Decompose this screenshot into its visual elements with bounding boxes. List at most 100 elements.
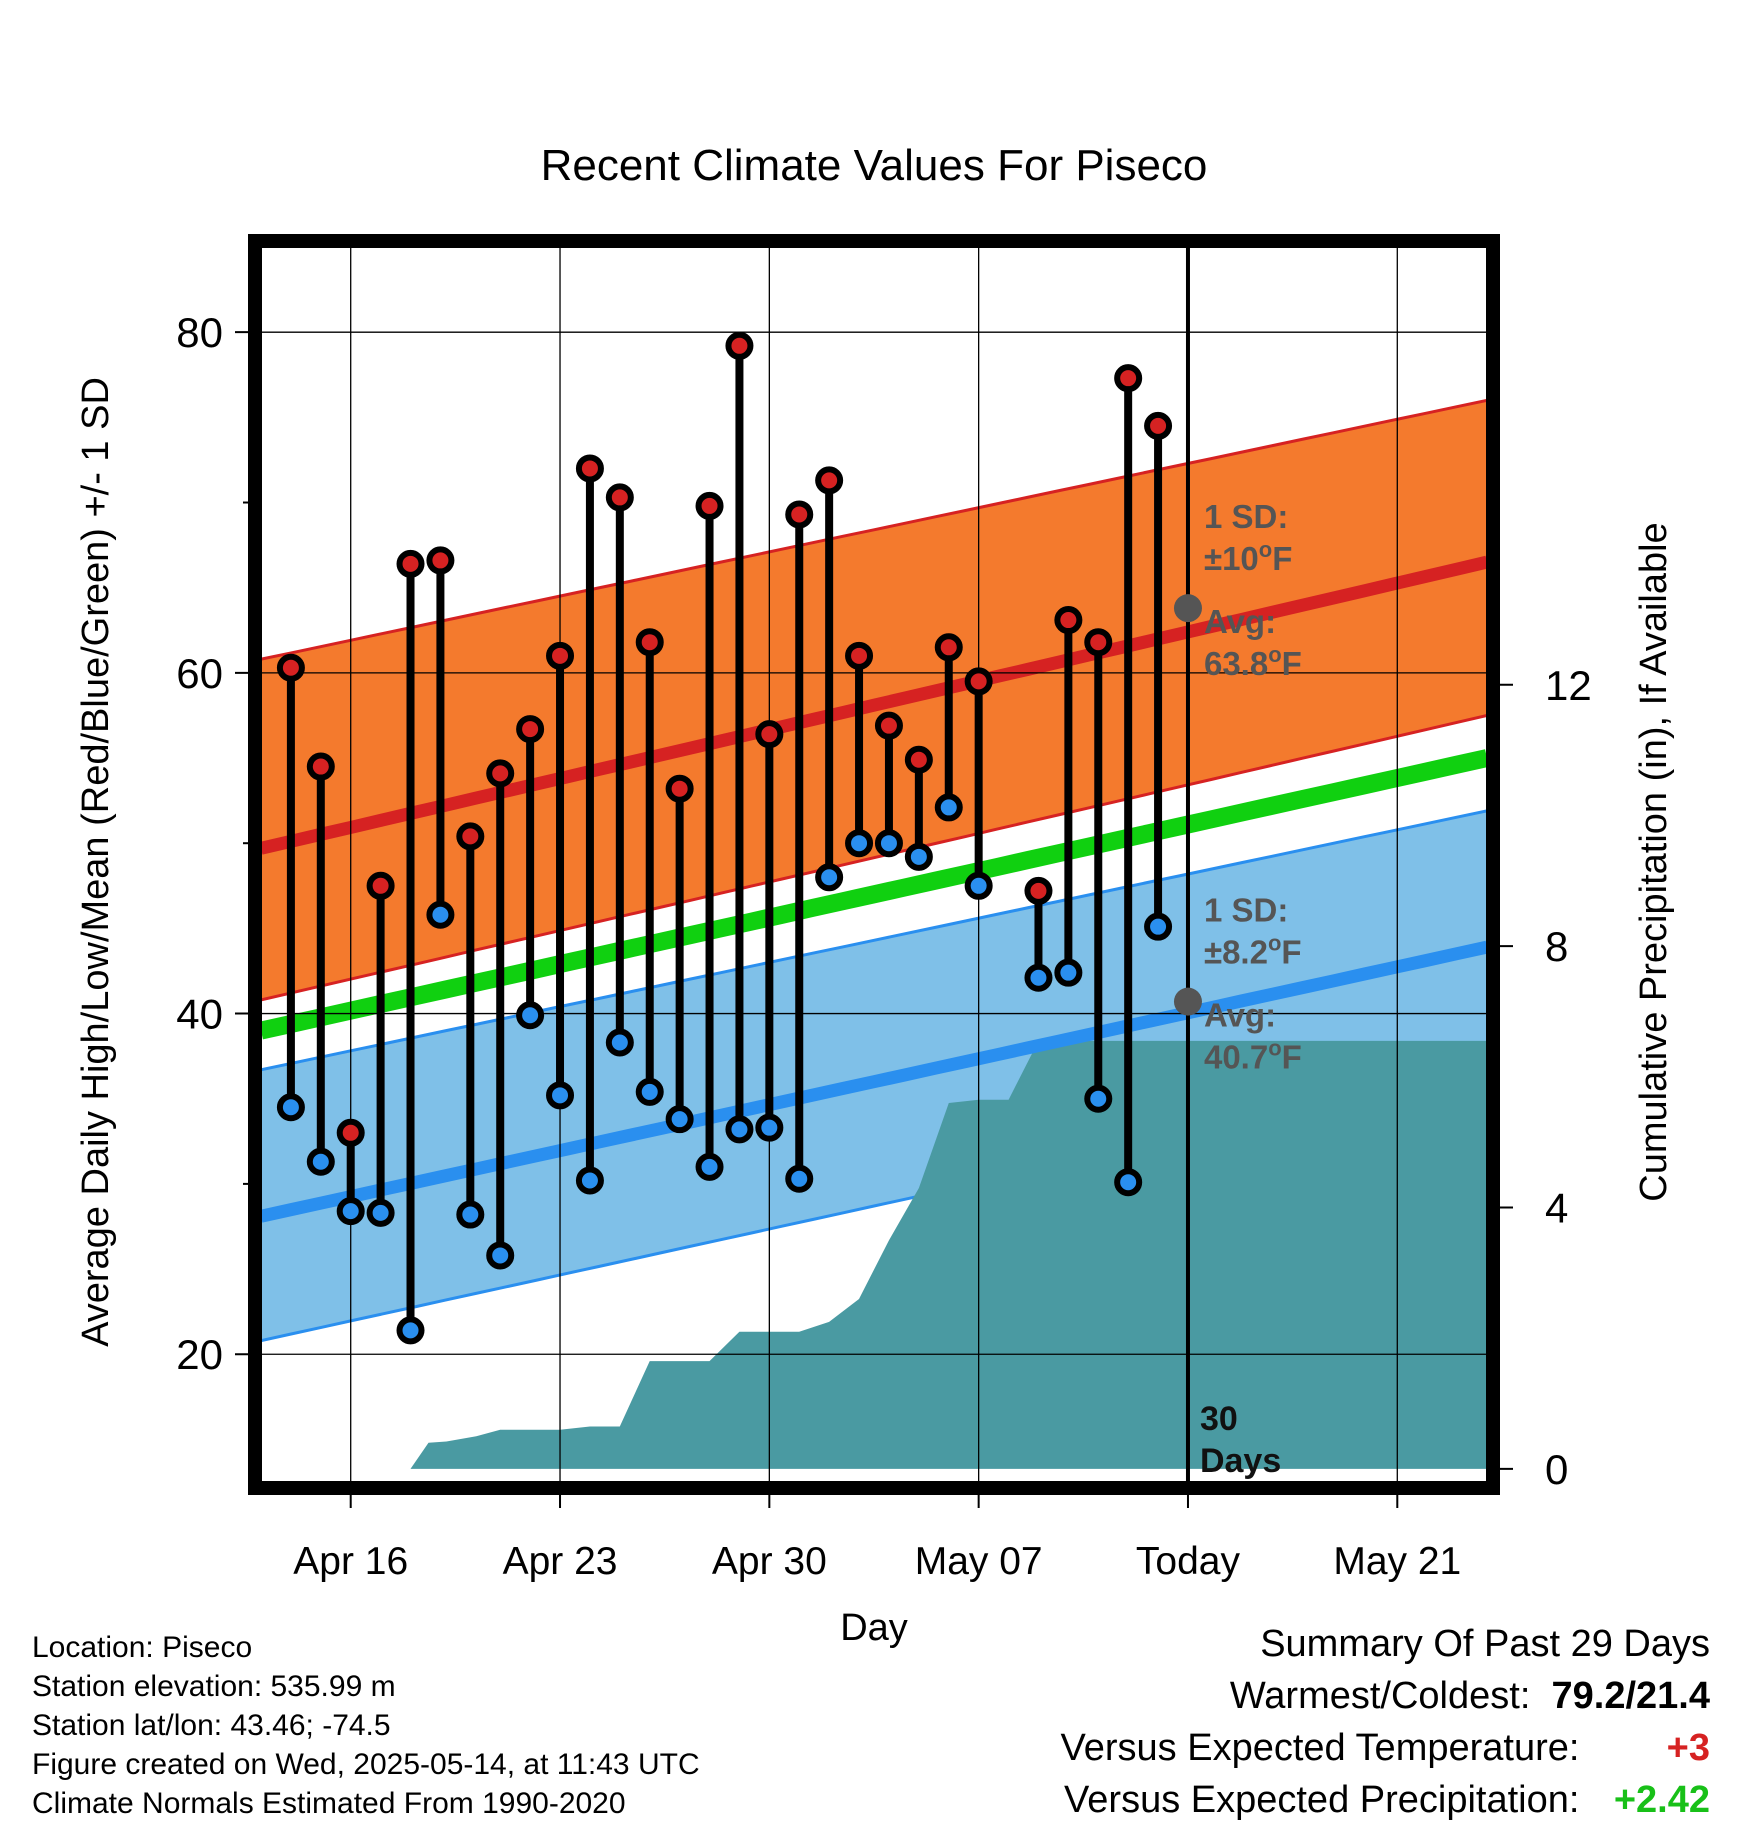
y2-tick-label: 8 [1545,923,1568,970]
high-avg-label: Avg: [1204,603,1276,640]
warm-cold-label: Warmest/Coldest: [1229,1675,1531,1717]
daily-high-marker [665,774,694,803]
today-days-label: Days [1200,1442,1281,1480]
daily-high-marker [546,641,575,670]
x-tick-label: Apr 16 [293,1540,408,1583]
temp-label: Versus Expected Temperature: [1060,1727,1580,1769]
daily-low-marker [575,1166,604,1195]
y2-tick-label: 0 [1545,1446,1568,1493]
created-text: Figure created on Wed, 2025-05-14, at 11… [32,1748,700,1781]
y2-tick-label: 12 [1545,662,1592,709]
daily-low-marker [845,829,874,858]
y-tick-label: 40 [176,991,223,1038]
mean-normal-line [261,749,1487,1040]
daily-high-marker [874,711,903,740]
daily-high-marker [1084,628,1113,657]
high-avg-value: 63.8oF [1204,642,1302,682]
elevation-text: Station elevation: 535.99 m [32,1670,396,1703]
daily-low-marker [1054,958,1083,987]
low-avg-value: 40.7oF [1204,1036,1302,1076]
daily-high-marker [785,500,814,529]
daily-high-marker [366,871,395,900]
daily-high-marker [1114,364,1143,393]
high-sd-label: 1 SD: [1204,498,1288,535]
precip-label: Versus Expected Precipitation: [1064,1779,1580,1821]
summary-precip-row: Versus Expected Precipitation: +2.42 [1061,1774,1710,1826]
daily-low-marker [755,1113,784,1142]
daily-high-marker [755,720,784,749]
low-sd-value: ±8.2oF [1204,931,1302,971]
daily-low-marker [276,1093,305,1122]
daily-high-marker [635,628,664,657]
temp-value: +3 [1666,1727,1710,1769]
daily-low-marker [486,1241,515,1270]
daily-high-marker [815,466,844,495]
daily-high-marker [964,667,993,696]
y-tick-label: 60 [176,650,223,697]
daily-low-marker [725,1115,754,1144]
x-tick-label: Apr 30 [712,1540,827,1583]
daily-high-marker [605,483,634,512]
normals-text: Climate Normals Estimated From 1990-2020 [32,1787,626,1820]
high-avg-dot [1173,594,1202,623]
daily-low-marker [904,842,933,871]
y-axis-label: Average Daily High/Low/Mean (Red/Blue/Gr… [75,377,117,1347]
low-sd-upper-line [261,809,1487,1072]
daily-high-marker [276,653,305,682]
x-axis-label: Day [840,1607,908,1649]
daily-low-marker [1144,912,1173,941]
daily-high-marker [904,745,933,774]
low-avg-label: Avg: [1204,997,1276,1034]
x-tick-label: May 21 [1333,1540,1461,1583]
daily-low-marker [964,871,993,900]
daily-low-marker [1024,963,1053,992]
daily-high-marker [1054,606,1083,635]
daily-high-marker [486,759,515,788]
daily-low-marker [396,1316,425,1345]
high-sd-upper-line [261,398,1487,661]
summary-panel: Summary Of Past 29 Days Warmest/Coldest:… [1061,1618,1710,1826]
low-sd-label: 1 SD: [1204,892,1288,929]
daily-low-marker [815,863,844,892]
x-tick-label: Today [1136,1540,1241,1583]
daily-high-marker [306,752,335,781]
y-tick-label: 20 [176,1331,223,1378]
daily-high-marker [426,546,455,575]
y2-tick-label: 4 [1545,1185,1568,1232]
daily-high-marker [695,491,724,520]
y-tick-label: 80 [176,309,223,356]
daily-high-marker [725,331,754,360]
daily-low-marker [336,1197,365,1226]
daily-low-marker [934,793,963,822]
location-text: Location: Piseco [32,1631,253,1664]
high-normal-line [261,555,1487,855]
daily-high-marker [845,641,874,670]
daily-low-marker [1084,1084,1113,1113]
summary-temp-row: Versus Expected Temperature: +3 [1061,1722,1710,1774]
daily-low-marker [366,1198,395,1227]
daily-low-marker [665,1105,694,1134]
station-info: Location: Piseco Station elevation: 535.… [32,1628,700,1823]
daily-high-marker [456,822,485,851]
daily-low-marker [306,1147,335,1176]
daily-low-marker [1114,1168,1143,1197]
high-sd-lower-line [261,713,1487,1002]
x-tick-label: May 07 [915,1540,1043,1583]
y2-axis-label: Cumulative Precipitation (in), If Availa… [1633,522,1675,1201]
daily-low-marker [546,1081,575,1110]
daily-low-marker [605,1028,634,1057]
precip-value: +2.42 [1613,1779,1710,1821]
daily-low-marker [695,1152,724,1181]
daily-low-marker [426,900,455,929]
daily-high-marker [1144,411,1173,440]
precip-cumulative-area [380,1040,1487,1469]
warm-cold-value: 79.2/21.4 [1551,1675,1710,1717]
daily-low-marker [516,1001,545,1030]
daily-high-marker [396,549,425,578]
daily-high-marker [516,715,545,744]
daily-low-marker [785,1164,814,1193]
summary-warm-cold-row: Warmest/Coldest: 79.2/21.4 [1061,1670,1710,1722]
low-normal-line [261,940,1487,1223]
daily-high-marker [934,633,963,662]
